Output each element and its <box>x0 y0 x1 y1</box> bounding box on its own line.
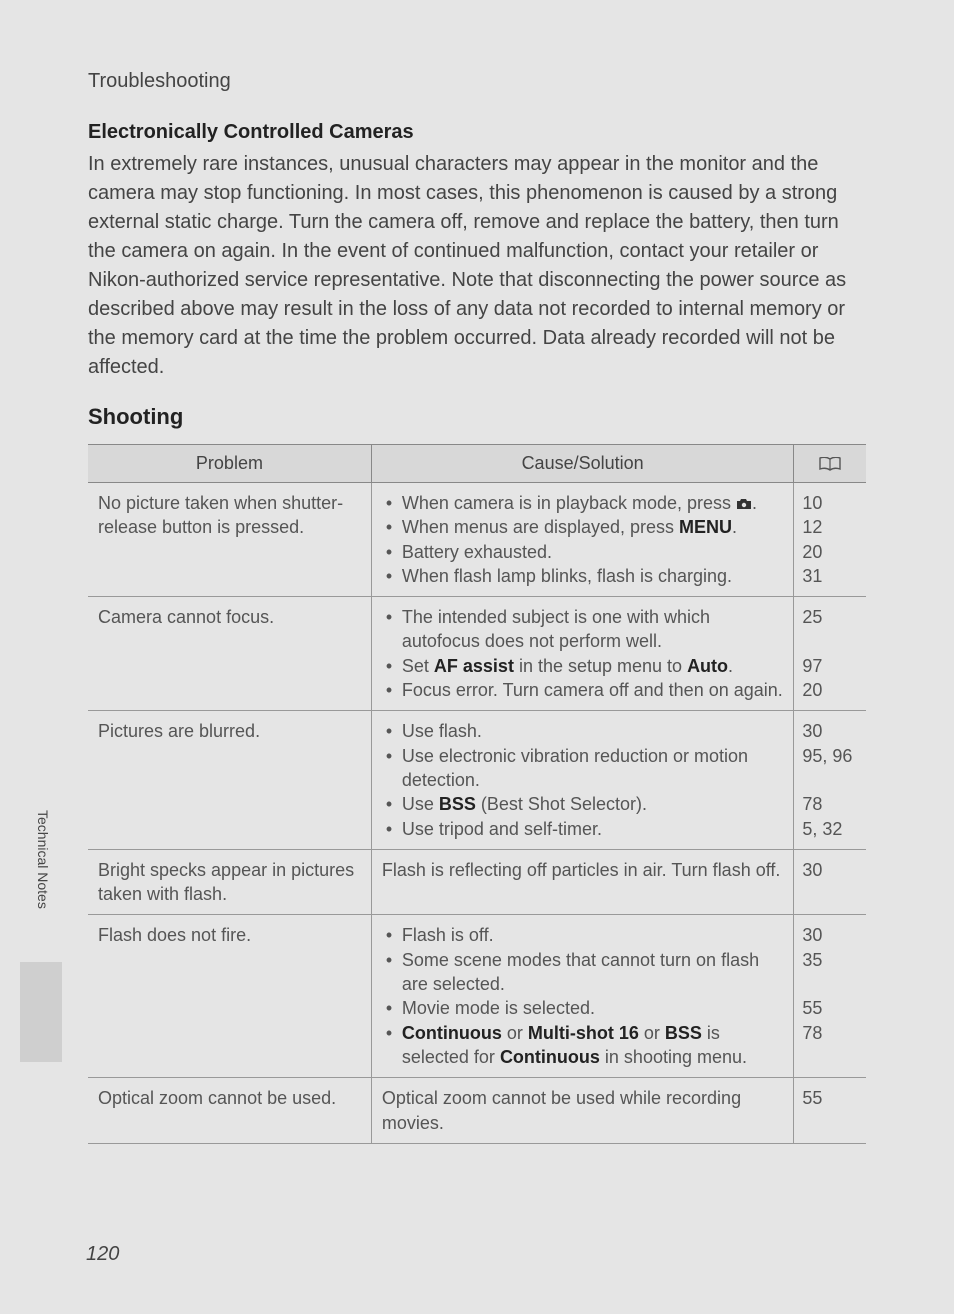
table-row: Pictures are blurred.Use flash.Use elect… <box>88 711 866 849</box>
table-row: Bright specks appear in pictures taken w… <box>88 849 866 915</box>
page-number: 120 <box>86 1243 119 1266</box>
solution-item: Use electronic vibration reduction or mo… <box>386 744 783 793</box>
intro-paragraph: In extremely rare instances, unusual cha… <box>88 150 866 382</box>
solution-item: The intended subject is one with which a… <box>386 605 783 654</box>
camera-icon <box>736 498 752 510</box>
page-header: Troubleshooting <box>80 70 874 93</box>
table-row: Flash does not fire.Flash is off.Some sc… <box>88 915 866 1078</box>
solution-cell: Flash is off.Some scene modes that canno… <box>371 915 793 1078</box>
solution-item: Use BSS (Best Shot Selector). <box>386 792 783 816</box>
problem-cell: Flash does not fire. <box>88 915 371 1078</box>
table-row: No picture taken when shutter-release bu… <box>88 483 866 597</box>
solution-item: When menus are displayed, press MENU. <box>386 515 783 539</box>
content-area: Electronically Controlled Cameras In ext… <box>80 121 874 1144</box>
solution-item: Battery exhausted. <box>386 540 783 564</box>
solution-cell: Flash is reflecting off particles in air… <box>371 849 793 915</box>
problem-cell: No picture taken when shutter-release bu… <box>88 483 371 597</box>
solution-cell: The intended subject is one with which a… <box>371 597 793 711</box>
solution-item: Continuous or Multi-shot 16 or BSS is se… <box>386 1021 783 1070</box>
col-header-solution: Cause/Solution <box>371 445 793 483</box>
solution-item: When flash lamp blinks, flash is chargin… <box>386 564 783 588</box>
solution-item: Focus error. Turn camera off and then on… <box>386 678 783 702</box>
solution-item: When camera is in playback mode, press . <box>386 491 783 515</box>
solution-cell: Use flash.Use electronic vibration reduc… <box>371 711 793 849</box>
solution-item: Movie mode is selected. <box>386 996 783 1020</box>
solution-item: Set AF assist in the setup menu to Auto. <box>386 654 783 678</box>
page-ref-cell: 30355578 <box>794 915 866 1078</box>
solution-cell: When camera is in playback mode, press .… <box>371 483 793 597</box>
page-ref-cell: 3095, 96785, 32 <box>794 711 866 849</box>
page-ref-cell: 55 <box>794 1078 866 1144</box>
problem-cell: Pictures are blurred. <box>88 711 371 849</box>
table-row: Optical zoom cannot be used.Optical zoom… <box>88 1078 866 1144</box>
page-ref-cell: 259720 <box>794 597 866 711</box>
page-ref-cell: 30 <box>794 849 866 915</box>
troubleshooting-table: Problem Cause/Solution No picture taken … <box>88 444 866 1144</box>
solution-item: Use flash. <box>386 719 783 743</box>
subtitle: Electronically Controlled Cameras <box>88 121 866 144</box>
page-ref-cell: 10122031 <box>794 483 866 597</box>
solution-cell: Optical zoom cannot be used while record… <box>371 1078 793 1144</box>
section-title: Shooting <box>88 404 866 430</box>
col-header-page <box>794 445 866 483</box>
solution-item: Some scene modes that cannot turn on fla… <box>386 948 783 997</box>
col-header-problem: Problem <box>88 445 371 483</box>
side-tab-block <box>20 962 62 1062</box>
table-row: Camera cannot focus. The intended subject… <box>88 597 866 711</box>
solution-item: Use tripod and self-timer. <box>386 817 783 841</box>
problem-cell: Camera cannot focus. <box>88 597 371 711</box>
problem-cell: Bright specks appear in pictures taken w… <box>88 849 371 915</box>
solution-item: Flash is off. <box>386 923 783 947</box>
problem-cell: Optical zoom cannot be used. <box>88 1078 371 1144</box>
side-tab-label: Technical Notes <box>35 810 51 909</box>
book-icon <box>819 457 841 471</box>
